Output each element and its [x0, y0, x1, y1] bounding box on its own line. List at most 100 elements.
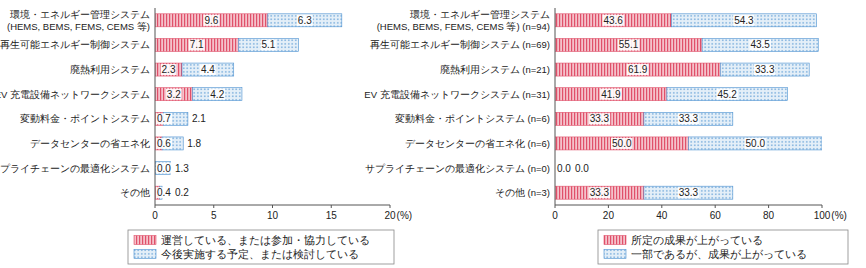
bar-segment	[689, 137, 823, 150]
label-background	[260, 39, 276, 50]
axis-unit: (%)	[397, 210, 413, 221]
tick-mark	[661, 205, 662, 208]
label-background	[200, 64, 216, 75]
tick-mark	[715, 205, 716, 208]
data-label: 4.2	[210, 89, 224, 100]
label-background	[156, 187, 172, 198]
bar-segment	[555, 186, 644, 199]
label-background	[733, 15, 754, 26]
category-label: その他	[120, 187, 150, 198]
label-background	[678, 187, 699, 198]
bar-segment	[644, 186, 733, 199]
category-label: 環境・エネルギー管理システム(HEMS, BEMS, FEMS, CEMS 等)	[7, 9, 150, 32]
legend: 運営している、または参加・協力している今後実施する予定、または検討している	[128, 230, 394, 264]
data-label: 1.8	[187, 138, 201, 149]
tick-mark	[155, 205, 156, 208]
data-label: 0.2	[175, 187, 189, 198]
label-background	[678, 113, 699, 124]
bars	[555, 14, 822, 199]
tick-mark	[331, 205, 332, 208]
label-background	[174, 163, 190, 174]
category-label: 再生可能エネルギー制御システム (n=69)	[370, 39, 550, 50]
tick-label: 100	[814, 210, 831, 221]
bar-segment	[555, 38, 702, 51]
data-label: 6.3	[298, 15, 312, 26]
bar-segment	[555, 14, 671, 27]
category-label: 廃熱利用システム	[70, 64, 150, 75]
chart: 環境・エネルギー管理システム(HEMS, BEMS, FEMS, CEMS 等)…	[364, 8, 848, 264]
label-background	[749, 39, 770, 50]
data-label: 5.1	[261, 39, 275, 50]
category-label: 環境・エネルギー管理システム(HEMS, BEMS, FEMS, CEMS 等)…	[377, 9, 550, 32]
bar-segment	[238, 38, 298, 51]
label-background	[166, 89, 182, 100]
bar-segment	[555, 112, 644, 125]
category-label: 変動料金・ポイントシステム (n=6)	[395, 113, 550, 124]
data-label: 0.0	[557, 163, 571, 174]
label-background	[203, 15, 219, 26]
tick-mark	[213, 205, 214, 208]
data-label: 50.0	[746, 138, 766, 149]
tick-label: 15	[326, 210, 338, 221]
tick-mark	[822, 205, 823, 208]
bar-segment	[667, 88, 788, 101]
label-background	[602, 15, 623, 26]
data-label: 0.0	[157, 163, 171, 174]
bar-segment	[555, 63, 720, 76]
label-background	[574, 163, 590, 174]
legend-swatch	[604, 236, 626, 245]
tick-label: 40	[656, 210, 668, 221]
data-labels: 9.66.37.15.12.34.43.24.20.72.10.61.80.01…	[156, 15, 313, 198]
label-background	[589, 187, 610, 198]
label-background	[161, 64, 177, 75]
data-labels: 43.654.355.143.561.933.341.945.233.333.3…	[556, 15, 775, 198]
label-background	[156, 163, 172, 174]
data-label: 50.0	[612, 138, 632, 149]
label-background	[627, 64, 648, 75]
data-label: 33.3	[679, 113, 699, 124]
data-label: 43.6	[603, 15, 623, 26]
data-label: 1.3	[175, 163, 189, 174]
bars	[155, 14, 342, 199]
category-label: その他 (n=3)	[495, 187, 550, 198]
legend-swatch	[134, 236, 156, 245]
data-label: 33.3	[590, 113, 610, 124]
label-background	[297, 15, 313, 26]
bar-segment	[193, 88, 242, 101]
x-axis	[555, 205, 822, 206]
tick-label: 20	[603, 210, 615, 221]
tick-label: 20	[384, 210, 396, 221]
tick-label: 60	[710, 210, 722, 221]
tick-label: 10	[267, 210, 279, 221]
bar-segment	[702, 38, 818, 51]
data-label: 41.9	[601, 89, 621, 100]
label-background	[209, 89, 225, 100]
data-label: 9.6	[204, 15, 218, 26]
bar-segment	[555, 88, 667, 101]
legend-label: 所定の成果が上がっている	[631, 234, 763, 246]
data-label: 33.3	[755, 64, 775, 75]
data-label: 43.5	[750, 39, 770, 50]
category-label: データセンターの省エネ化 (n=6)	[405, 138, 550, 149]
data-label: 61.9	[628, 64, 648, 75]
bar-segment	[182, 63, 234, 76]
label-background	[745, 138, 766, 149]
bar-segment	[155, 63, 182, 76]
data-label: 0.4	[157, 187, 171, 198]
label-background	[556, 163, 572, 174]
tick-mark	[390, 205, 391, 208]
legend-box	[598, 230, 848, 264]
tick-label: 0	[152, 210, 158, 221]
chart-canvas: 環境・エネルギー管理システム(HEMS, BEMS, FEMS, CEMS 等)…	[0, 0, 866, 268]
category-label: サプライチェーンの最適化システム (n=0)	[365, 163, 550, 174]
label-background	[156, 113, 172, 124]
label-background	[618, 39, 639, 50]
bar-segment	[155, 38, 238, 51]
category-label: EV 充電設備ネットワークシステム	[0, 89, 150, 100]
bar-segment	[644, 112, 733, 125]
bar-segment	[155, 14, 268, 27]
data-label: 0.0	[575, 163, 589, 174]
bar-segment	[720, 63, 809, 76]
tick-mark	[272, 205, 273, 208]
label-background	[174, 187, 190, 198]
